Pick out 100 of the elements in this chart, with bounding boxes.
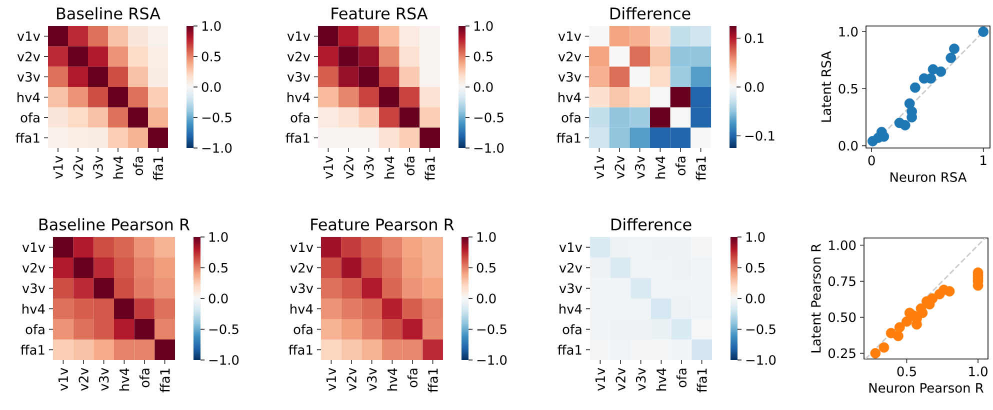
y-tick-label: hv4: [22, 304, 45, 314]
x-tick-label: ofa: [675, 156, 686, 176]
x-tick-label: v1v: [58, 368, 68, 391]
x-tick-label: ofa: [407, 368, 418, 388]
chart-title: Difference: [611, 218, 692, 230]
color-bar-label: −0.5: [477, 324, 506, 334]
y-tick-label: 0.0: [838, 140, 858, 151]
point: [894, 322, 905, 333]
x-tick-label: v2v: [614, 156, 624, 179]
point: [978, 26, 989, 37]
y-tick-label: ofa: [290, 112, 310, 123]
y-tick-label: ofa: [294, 324, 312, 334]
y-tick-label: ofa: [20, 112, 40, 123]
point: [900, 120, 910, 130]
color-bar-label: 0.5: [474, 52, 492, 62]
point: [902, 316, 912, 327]
color-bar-label: 0.5: [476, 262, 496, 273]
y-tick-label: hv4: [560, 304, 582, 314]
color-bar-label: −1.0: [477, 355, 507, 365]
y-tick-label: v1v: [17, 31, 40, 41]
y-tick-label: ffa1: [556, 132, 580, 143]
point: [868, 136, 878, 146]
chart-title: Baseline Pearson R: [40, 218, 190, 230]
x-tick-label: ofa: [132, 156, 144, 176]
x-tick-label: ofa: [404, 156, 415, 176]
point: [946, 52, 956, 64]
x-tick-label: ffa1: [424, 156, 435, 180]
x-tick-label: v3v: [364, 156, 374, 179]
y-tick-label: v2v: [287, 52, 310, 62]
color-bar-label: −0.5: [474, 112, 504, 122]
x-tick-label: 1: [980, 156, 986, 165]
y-tick-label: hv4: [18, 92, 40, 102]
color-bar-label: 1.0: [746, 232, 765, 242]
color-bar-label: 0.0: [476, 294, 496, 304]
x-tick-label: hv4: [655, 156, 666, 178]
y-axis-title: Latent RSA: [821, 51, 832, 122]
color-bar-label: −0.5: [202, 112, 232, 122]
y-tick-label: v1v: [559, 242, 582, 252]
y-tick-label: ffa1: [288, 344, 312, 355]
y-tick-label: 0.25: [828, 348, 856, 358]
x-tick-label: 0.5: [897, 366, 916, 376]
color-bar-label: 0.0: [208, 294, 228, 304]
color-bar-label: −1.0: [474, 143, 504, 153]
x-axis-title: Neuron RSA: [890, 172, 967, 182]
x-tick-label: hv4: [387, 368, 398, 390]
x-tick-label: v3v: [366, 368, 377, 391]
y-tick-label: v1v: [287, 31, 310, 41]
color-bar-label: −0.5: [209, 324, 238, 334]
x-tick-label: hv4: [384, 156, 394, 178]
point: [878, 342, 890, 353]
x-tick-label: ofa: [676, 368, 687, 388]
y-tick-label: hv4: [558, 92, 581, 102]
point: [893, 330, 904, 342]
x-tick-label: v3v: [634, 156, 645, 179]
chart-title: Feature Pearson R: [311, 218, 454, 230]
color-bar-label: 0.5: [746, 262, 764, 273]
x-tick-label: v1v: [594, 156, 604, 179]
color-bar-label: −1.0: [209, 355, 239, 365]
y-tick-label: ffa1: [16, 132, 40, 143]
y-tick-label: v3v: [287, 72, 310, 82]
x-tick-label: v1v: [53, 156, 63, 179]
color-bar-label: 0.0: [202, 82, 221, 92]
color-bar-label: −0.5: [746, 324, 776, 334]
y-tick-label: ofa: [562, 112, 580, 123]
color-bar-label: 0.5: [208, 262, 228, 273]
y-tick-label: 0.50: [828, 312, 856, 322]
x-tick-label: ffa1: [152, 156, 164, 180]
y-tick-label: ffa1: [286, 132, 310, 143]
y-tick-label: 0.75: [828, 276, 856, 286]
y-tick-label: v2v: [290, 262, 314, 273]
point: [910, 82, 920, 93]
x-tick-label: ffa1: [696, 368, 707, 392]
chart-title: Difference: [610, 7, 690, 20]
y-tick-label: v3v: [22, 283, 46, 294]
color-bar-label: 0.0: [474, 82, 493, 92]
x-tick-label: 0: [868, 156, 875, 166]
x-tick-label: v1v: [595, 368, 605, 391]
chart-title: Feature RSA: [332, 7, 428, 20]
x-tick-label: v3v: [93, 156, 103, 179]
x-tick-label: hv4: [113, 156, 123, 178]
y-tick-label: v2v: [17, 52, 40, 62]
x-tick-label: ffa1: [160, 368, 170, 392]
point: [936, 66, 946, 77]
color-bar-label: 1.0: [202, 21, 221, 31]
y-tick-label: v2v: [22, 262, 46, 273]
x-tick-label: v2v: [78, 368, 88, 391]
point: [949, 44, 960, 54]
y-tick-label: 1.0: [839, 26, 858, 37]
x-tick-label: ofa: [139, 368, 150, 388]
y-tick-label: v2v: [559, 262, 582, 273]
color-bar-label: 0.0: [744, 82, 764, 92]
x-tick-label: v2v: [616, 368, 626, 391]
y-tick-label: 1.00: [829, 240, 856, 250]
point: [917, 308, 928, 318]
chart-title: Baseline RSA: [57, 7, 160, 20]
point: [918, 73, 930, 84]
color-bar-label: 1.0: [209, 232, 228, 242]
y-tick-label: v2v: [558, 52, 582, 62]
y-tick-label: v1v: [558, 31, 582, 41]
x-tick-label: ffa1: [696, 156, 706, 180]
